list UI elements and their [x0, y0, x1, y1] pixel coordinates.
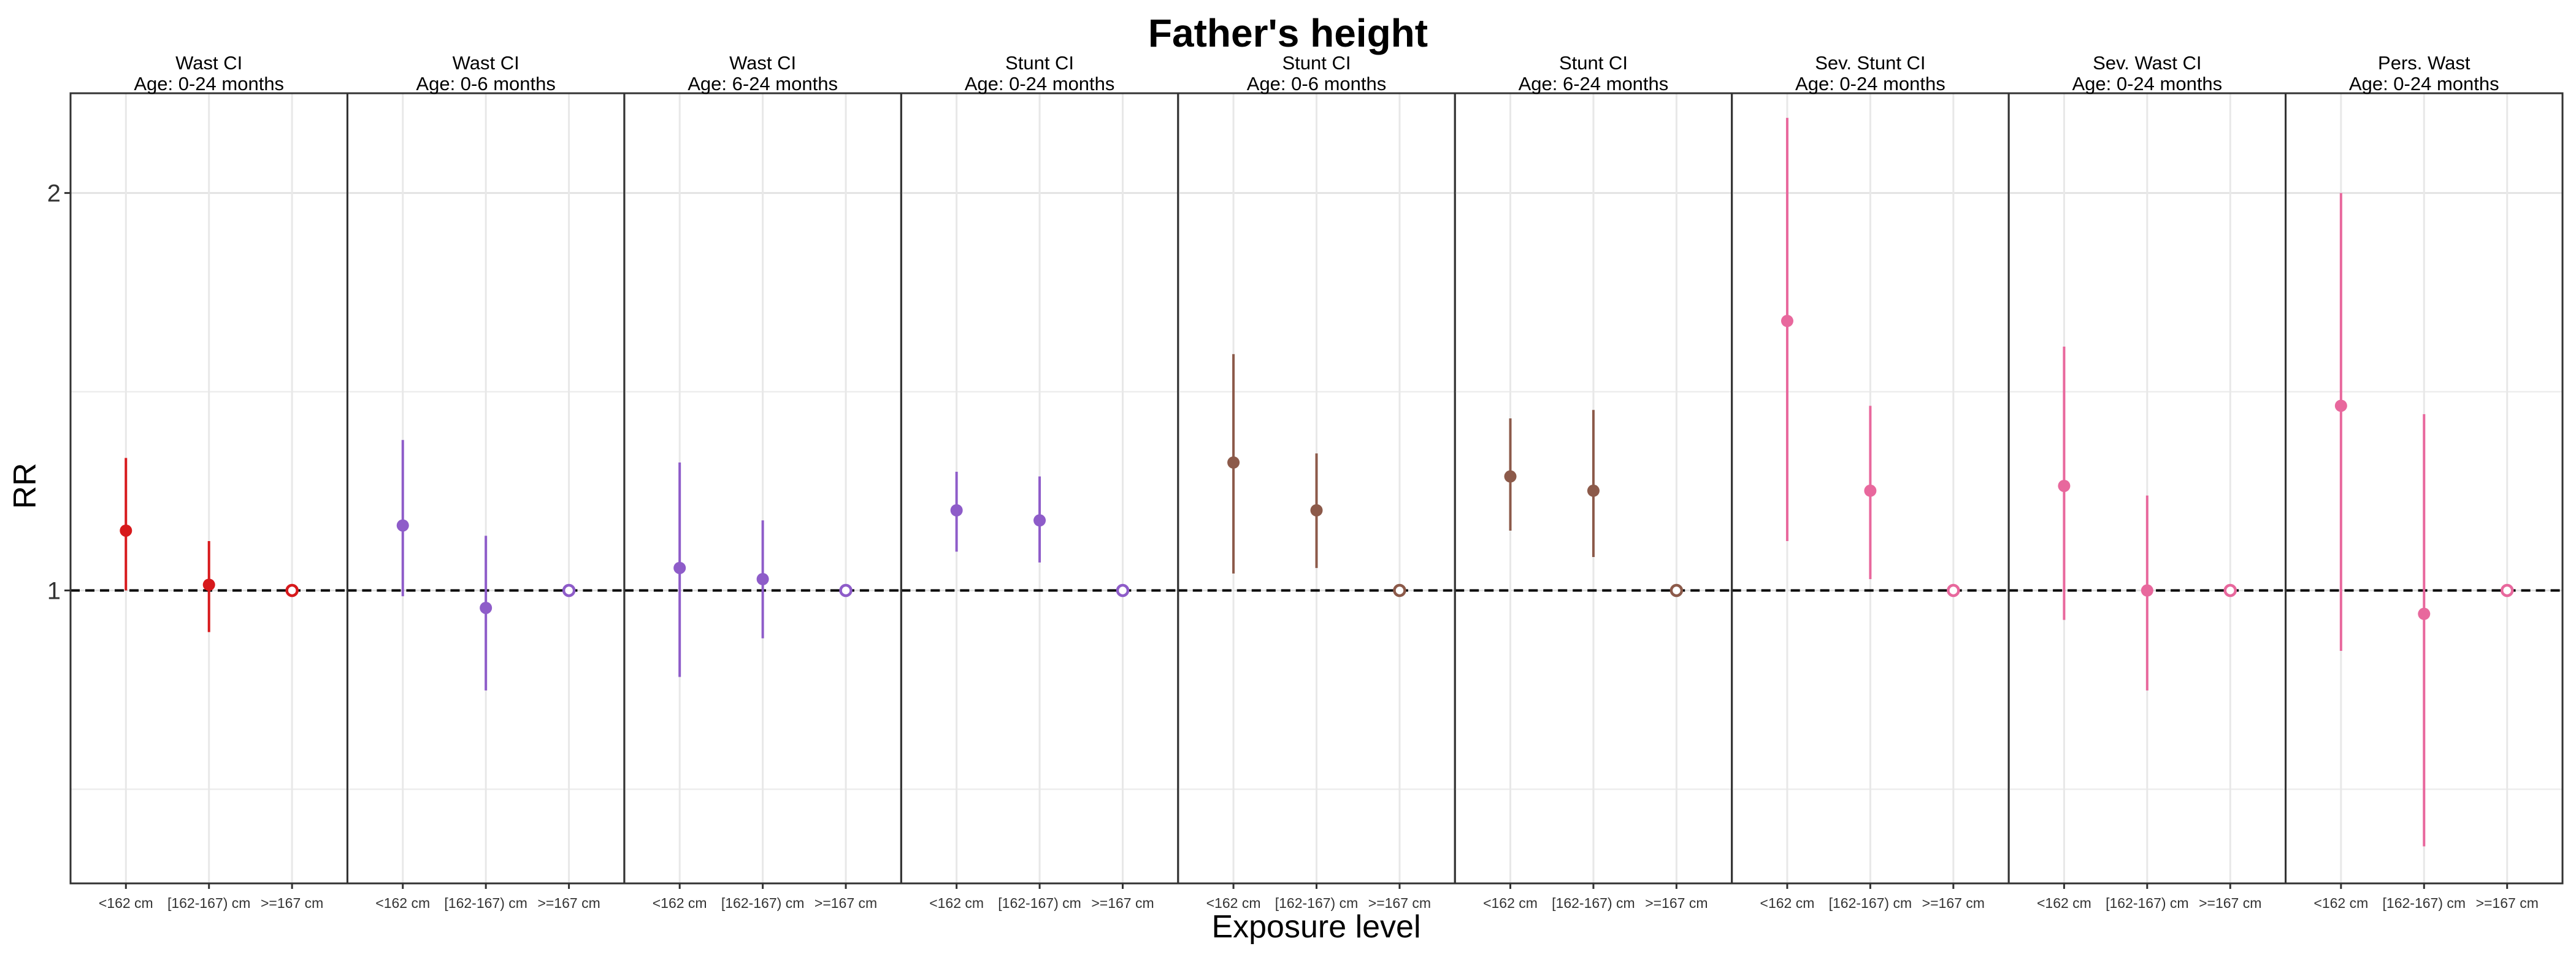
estimate-point: [756, 573, 769, 586]
x-axis-title: Exposure level: [1211, 909, 1420, 945]
estimate-point: [2334, 399, 2347, 412]
strip-label-age: Age: 0-24 months: [965, 73, 1115, 94]
strip-label-age: Age: 0-6 months: [416, 73, 555, 94]
strip-label-age: Age: 0-24 months: [2072, 73, 2222, 94]
x-tick-label: <162 cm: [929, 895, 984, 911]
estimate-point: [202, 578, 215, 591]
estimate-point: [2141, 584, 2153, 597]
x-tick-label: >=167 cm: [1922, 895, 1985, 911]
estimate-point: [120, 524, 132, 537]
x-tick-label: >=167 cm: [2199, 895, 2261, 911]
estimate-point: [1227, 456, 1240, 469]
reference-point: [285, 583, 299, 598]
reference-point: [839, 583, 853, 598]
y-tick-label: 2: [47, 180, 61, 207]
y-tick-label: 1: [47, 578, 61, 605]
strip-label-age: Age: 6-24 months: [688, 73, 838, 94]
x-tick-label: <162 cm: [1760, 895, 1815, 911]
x-tick-label: [162-167) cm: [998, 895, 1081, 911]
x-tick-label: [162-167) cm: [444, 895, 527, 911]
strip-label-outcome: Sev. Wast CI: [2093, 52, 2201, 74]
x-tick-label: [162-167) cm: [1552, 895, 1635, 911]
x-tick-label: <162 cm: [1483, 895, 1538, 911]
x-tick-label: [162-167) cm: [1829, 895, 1912, 911]
estimate-point: [396, 519, 409, 532]
reference-point: [2223, 583, 2237, 598]
estimate-point: [1587, 484, 1600, 497]
x-tick-label: [162-167) cm: [721, 895, 805, 911]
strip-label-outcome: Wast CI: [729, 52, 796, 74]
x-tick-label: <162 cm: [99, 895, 153, 911]
strip-label-outcome: Stunt CI: [1282, 52, 1351, 74]
strip-label-outcome: Stunt CI: [1005, 52, 1074, 74]
y-axis-title: RR: [7, 463, 43, 509]
x-tick-label: <162 cm: [1206, 895, 1261, 911]
strip-label-age: Age: 0-6 months: [1247, 73, 1386, 94]
estimate-point: [480, 601, 493, 614]
estimate-point: [1033, 514, 1046, 527]
strip-label-outcome: Wast CI: [453, 52, 519, 74]
x-tick-label: [162-167) cm: [167, 895, 251, 911]
strip-label-age: Age: 0-24 months: [2349, 73, 2499, 94]
estimate-point: [1781, 315, 1793, 328]
strip-label-outcome: Wast CI: [175, 52, 242, 74]
strip-label-age: Age: 0-24 months: [1795, 73, 1945, 94]
estimate-point: [950, 504, 963, 517]
x-tick-label: [162-167) cm: [2106, 895, 2189, 911]
x-tick-label: >=167 cm: [1645, 895, 1708, 911]
reference-point: [1116, 583, 1130, 598]
x-tick-label: [162-167) cm: [1275, 895, 1359, 911]
strip-label-age: Age: 0-24 months: [134, 73, 284, 94]
estimate-point: [673, 561, 686, 574]
strip-label-age: Age: 6-24 months: [1519, 73, 1669, 94]
reference-point: [1947, 583, 1960, 598]
strip-label-outcome: Sev. Stunt CI: [1815, 52, 1925, 74]
reference-point: [1669, 583, 1684, 598]
estimate-point: [1504, 470, 1517, 483]
strip-label-outcome: Pers. Wast: [2378, 52, 2471, 74]
x-tick-label: >=167 cm: [261, 895, 323, 911]
x-tick-label: <162 cm: [2037, 895, 2091, 911]
estimate-point: [1310, 504, 1323, 517]
x-tick-label: >=167 cm: [815, 895, 877, 911]
x-tick-label: [162-167) cm: [2383, 895, 2466, 911]
chart-title: Father's height: [1148, 11, 1428, 55]
reference-point: [562, 583, 576, 598]
strip-label-outcome: Stunt CI: [1559, 52, 1628, 74]
x-tick-label: >=167 cm: [2476, 895, 2539, 911]
x-tick-label: <162 cm: [653, 895, 707, 911]
estimate-point: [1864, 484, 1877, 497]
estimate-point: [2058, 480, 2071, 493]
x-tick-label: <162 cm: [375, 895, 430, 911]
reference-point: [2500, 583, 2514, 598]
estimate-point: [2418, 607, 2431, 620]
x-tick-label: >=167 cm: [537, 895, 600, 911]
x-tick-label: >=167 cm: [1091, 895, 1154, 911]
x-tick-label: <162 cm: [2313, 895, 2368, 911]
x-tick-label: >=167 cm: [1368, 895, 1431, 911]
reference-point: [1393, 583, 1406, 598]
